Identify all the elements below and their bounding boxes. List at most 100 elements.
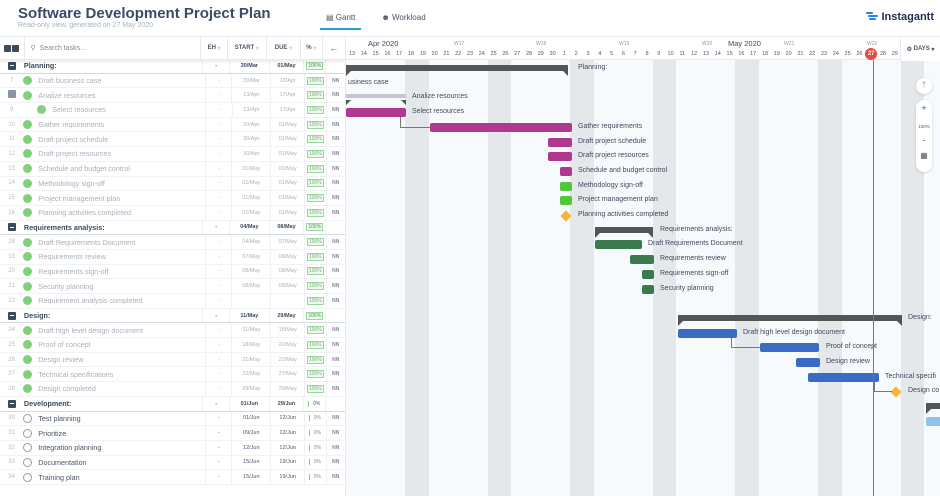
table-row[interactable]: 19 Requirements review -07/May 08/May 100% NN xyxy=(0,249,345,265)
completed-check-icon[interactable] xyxy=(23,252,33,262)
task-bar[interactable] xyxy=(642,284,654,294)
task-bar[interactable] xyxy=(560,166,572,176)
assignee-badge[interactable]: NN xyxy=(332,106,340,113)
zoom-out-button[interactable]: - xyxy=(922,135,926,145)
dependencies-button[interactable]: ᛉ xyxy=(916,78,932,94)
task-bar[interactable] xyxy=(560,181,572,191)
table-row[interactable]: 11 Draft project schedule -30/Apr 01/May 100… xyxy=(0,132,345,148)
completed-check-icon[interactable] xyxy=(23,208,33,218)
summary-bar[interactable] xyxy=(678,314,902,326)
table-row[interactable]: 10 Gather requirements -20/Apr 01/May 100% NN xyxy=(0,117,345,133)
task-bar[interactable] xyxy=(595,240,642,250)
incomplete-check-icon[interactable] xyxy=(23,428,33,438)
group-row[interactable]: Development: -01/Jun 29/Jun 0% xyxy=(0,396,345,412)
table-row[interactable]: 20 Requirements sign-off -08/May 08/May 100%… xyxy=(0,264,345,280)
table-row[interactable]: Analize resources -13/Apr 17/Apr 100% NN xyxy=(0,88,345,104)
brand-logo[interactable]: Instagantt xyxy=(866,11,934,23)
completed-check-icon[interactable] xyxy=(23,178,33,188)
incomplete-check-icon[interactable] xyxy=(23,413,33,423)
table-row[interactable]: 21 Security planning -08/May 08/May 100% NN xyxy=(0,279,345,294)
assignee-badge[interactable]: NN xyxy=(332,195,340,202)
assignee-badge[interactable]: NN xyxy=(332,253,340,260)
task-bar[interactable] xyxy=(346,108,406,118)
completed-check-icon[interactable] xyxy=(23,369,33,379)
completed-check-icon[interactable] xyxy=(23,340,33,350)
table-row[interactable]: 16 Planning activities completed -01/May 01… xyxy=(0,205,345,221)
completed-check-icon[interactable] xyxy=(23,355,33,365)
tab-workload[interactable]: ☻ Workload xyxy=(381,13,426,22)
collapse-group-icon[interactable] xyxy=(8,223,16,232)
assignee-badge[interactable]: NN xyxy=(332,430,340,437)
table-row[interactable]: 12 Draft project resources -30/Apr 01/May 10… xyxy=(0,147,345,162)
collapse-subgroup-icon[interactable] xyxy=(7,90,16,99)
completed-check-icon[interactable] xyxy=(23,266,33,276)
tab-gantt[interactable]: ▤ Gantt xyxy=(320,10,362,30)
assignee-badge[interactable]: NN xyxy=(332,136,340,143)
table-row[interactable]: 14 Methodology sign-off -01/May 01/May 100% N… xyxy=(0,176,345,192)
assignee-badge[interactable]: NN xyxy=(332,356,340,363)
assignee-badge[interactable]: NN xyxy=(332,209,340,216)
table-row[interactable]: 15 Project management plan -01/May 01/May 10… xyxy=(0,191,345,206)
assignee-badge[interactable]: NN xyxy=(332,180,340,187)
task-bar[interactable] xyxy=(926,416,940,426)
table-row[interactable]: 27 Technical specifications -22/May 27/May 1… xyxy=(0,367,345,383)
assignee-badge[interactable]: NN xyxy=(332,415,340,422)
assignee-badge[interactable]: NN xyxy=(332,341,340,348)
assignee-badge[interactable]: NN xyxy=(332,77,340,84)
summary-bar[interactable] xyxy=(926,403,940,415)
summary-bar[interactable] xyxy=(346,65,568,76)
incomplete-check-icon[interactable] xyxy=(23,457,33,467)
completed-check-icon[interactable] xyxy=(23,164,33,174)
completed-check-icon[interactable] xyxy=(37,105,47,115)
completed-check-icon[interactable] xyxy=(23,193,33,203)
task-bar[interactable] xyxy=(548,137,572,147)
completed-check-icon[interactable] xyxy=(23,296,33,306)
completed-check-icon[interactable] xyxy=(23,325,33,335)
incomplete-check-icon[interactable] xyxy=(23,472,33,482)
assignee-badge[interactable]: NN xyxy=(332,165,340,172)
collapse-group-icon[interactable] xyxy=(8,399,16,408)
assignee-badge[interactable]: NN xyxy=(332,297,340,304)
table-row[interactable]: 9 Select resources -13/Apr 17/Apr 100% NN xyxy=(0,103,345,118)
zoom-in-button[interactable]: + xyxy=(921,103,927,113)
table-row[interactable]: 7 Draft business case -30/Mar 13/Apr 100% NN xyxy=(0,73,345,89)
task-bar[interactable] xyxy=(808,372,879,382)
group-row[interactable]: Design: -11/May 29/May 100% xyxy=(0,308,345,324)
table-row[interactable]: 18 Draft Requirements Document -04/May 07/M… xyxy=(0,235,345,250)
table-row[interactable]: 22 Requirement analysis completed - 100% NN xyxy=(0,294,345,309)
table-row[interactable]: 30 Test planning -01/Jun 12/Jun 0% NN xyxy=(0,411,345,427)
assignee-badge[interactable]: NN xyxy=(332,327,340,334)
task-bar[interactable] xyxy=(560,196,572,206)
task-bar[interactable] xyxy=(760,343,819,353)
scale-dropdown[interactable]: ⚙ DAYS ▾ xyxy=(900,37,940,61)
task-bar[interactable] xyxy=(642,269,654,279)
column-start[interactable]: START ▿ xyxy=(226,37,266,59)
map-icon[interactable]: ▦ xyxy=(920,151,928,160)
assignee-badge[interactable]: NN xyxy=(332,459,340,466)
column-percent[interactable]: % ▿ xyxy=(300,37,322,59)
assignee-badge[interactable]: NN xyxy=(332,239,340,246)
assignee-badge[interactable]: NN xyxy=(332,474,340,481)
task-bar[interactable] xyxy=(678,328,737,338)
completed-check-icon[interactable] xyxy=(23,281,33,291)
collapse-group-icon[interactable] xyxy=(8,311,16,320)
column-due[interactable]: DUE ▿ xyxy=(265,37,300,59)
table-row[interactable]: 31 Prioritize -09/Jun 12/Jun 0% NN xyxy=(0,426,345,441)
table-row[interactable]: 34 Training plan -15/Jun 19/Jun 0% NN xyxy=(0,470,345,485)
assignee-badge[interactable]: NN xyxy=(332,150,340,157)
expand-all-icon[interactable] xyxy=(4,44,11,52)
table-row[interactable]: 26 Design review -21/May 22/May 100% NN xyxy=(0,352,345,368)
table-row[interactable]: 32 Integration planning -12/Jun 12/Jun 0% NN xyxy=(0,440,345,456)
group-row[interactable]: Planning: -30/Mar 01/May 100% xyxy=(0,59,345,74)
summary-bar[interactable] xyxy=(595,226,653,238)
collapse-group-icon[interactable] xyxy=(8,61,16,70)
completed-check-icon[interactable] xyxy=(23,76,33,86)
table-row[interactable]: 13 Schedule and budget control -01/May 01/M… xyxy=(0,161,345,177)
table-row[interactable]: 33 Documentation -15/Jun 19/Jun 0% NN xyxy=(0,455,345,471)
table-row[interactable]: 28 Design completed -29/May 29/May 100% NN xyxy=(0,382,345,397)
table-row[interactable]: 24 Draft high level design document -11/Ma… xyxy=(0,323,345,339)
assignee-badge[interactable]: NN xyxy=(332,371,340,378)
assignee-badge[interactable]: NN xyxy=(332,92,340,99)
column-eh[interactable]: EH ▿ xyxy=(200,37,226,59)
assignee-badge[interactable]: NN xyxy=(332,385,340,392)
